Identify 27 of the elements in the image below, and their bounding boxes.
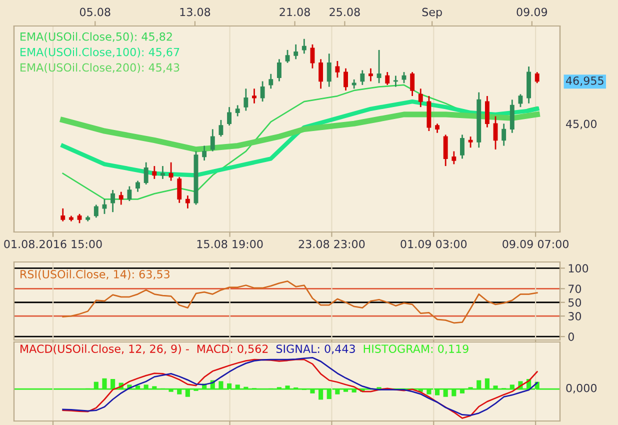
x2-tick-label: 21.08 [280,8,310,16]
y-tick-label: 50 [568,298,582,307]
series-label: MACD: 0,562 [197,344,268,354]
x2-tick-label: 05.08 [80,8,110,16]
series-label: RSI(USOil.Close, 14): 63,53 [20,270,170,280]
x2-tick-label: 13.08 [180,8,210,16]
text: EMA(USOil.Close,100): 45,67 [20,48,180,58]
x-tick-label: 01.08.2016 15:00 [4,240,102,248]
text: 45,00 [566,120,597,130]
y-tick-label: 30 [568,312,582,320]
y-tick-label: 0 [568,332,574,341]
x-tick-label: 23.08 23:00 [298,240,365,248]
chart-title: MACD(USOil.Close, 12, 26, 9) - [20,344,189,354]
text: EMA(USOil.Close,50): 45,82 [20,32,172,42]
x-tick-label: 15.08 19:00 [197,240,263,248]
x-tick-label: 09.09 07:00 [502,240,569,248]
x2-tick-label: 09.09 [516,8,548,16]
y-tick-label: 70 [568,284,582,294]
x2-tick-label: Sep [422,8,442,18]
y-tick-label: 100 [568,264,588,273]
x2-tick-label: 25.08 [330,8,360,16]
text: 46,955 [566,76,604,86]
text: 0,000 [566,384,597,394]
text: HISTOGRAM: 0,119 [364,344,468,354]
series-label: SIGNAL: 0,443 [276,344,355,354]
x-tick-label: 01.09 03:00 [400,240,467,248]
text: EMA(USOil.Close,200): 45,43 [20,63,180,73]
